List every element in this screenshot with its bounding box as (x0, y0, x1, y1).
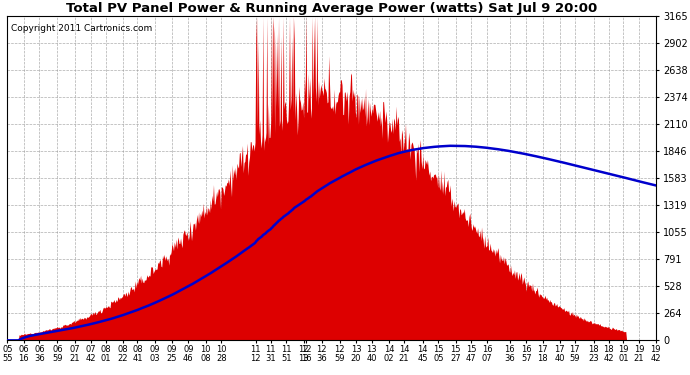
Title: Total PV Panel Power & Running Average Power (watts) Sat Jul 9 20:00: Total PV Panel Power & Running Average P… (66, 2, 597, 15)
Text: Copyright 2011 Cartronics.com: Copyright 2011 Cartronics.com (10, 24, 152, 33)
